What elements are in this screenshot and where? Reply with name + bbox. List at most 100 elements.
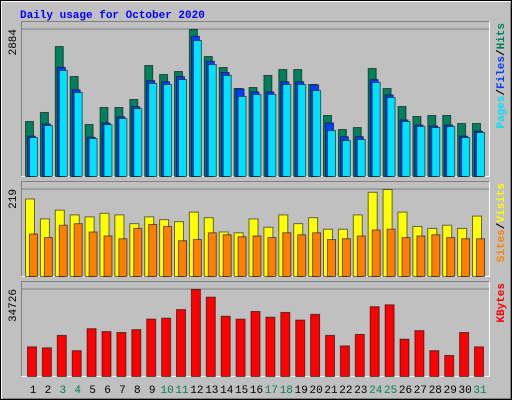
legend: KBytes — [496, 283, 508, 323]
bar — [416, 235, 426, 277]
x-tick-label: 6 — [104, 385, 111, 397]
bar — [178, 240, 187, 278]
bar — [386, 96, 396, 177]
bar — [41, 347, 52, 377]
bar — [118, 238, 128, 277]
x-tick-label: 8 — [134, 385, 141, 397]
bar — [43, 237, 53, 278]
bar — [103, 124, 113, 178]
bar — [103, 235, 113, 277]
bar — [73, 92, 83, 177]
x-tick-label: 11 — [175, 385, 189, 397]
legend-entry: KBytes — [496, 283, 508, 323]
bar — [146, 318, 157, 378]
bar — [474, 346, 484, 377]
bar — [431, 234, 441, 278]
plot-bevel-dark — [21, 281, 490, 377]
bar — [327, 239, 336, 277]
bar — [29, 233, 38, 277]
legend-entry: Files — [496, 56, 508, 89]
bar — [476, 238, 485, 277]
bar — [250, 310, 261, 377]
bar — [252, 235, 262, 277]
bar — [222, 74, 232, 177]
x-tick-label: 10 — [160, 385, 173, 397]
plot-bevel-dark — [21, 21, 490, 177]
bar — [459, 332, 470, 377]
bar — [237, 236, 247, 277]
bar — [71, 350, 82, 378]
bar — [267, 93, 277, 177]
x-tick-label: 16 — [250, 385, 263, 397]
x-tick-label: 19 — [295, 385, 308, 397]
bar — [267, 237, 277, 278]
y-tick-label: 219 — [8, 189, 20, 209]
bar — [161, 317, 172, 378]
bar — [222, 234, 232, 278]
bar — [192, 239, 202, 277]
bar — [461, 137, 471, 177]
bar — [73, 223, 83, 277]
bar — [192, 40, 202, 178]
bar — [252, 93, 262, 177]
bar — [88, 231, 98, 277]
legend: Pages/Files/Hits — [496, 23, 508, 129]
legend-separator: / — [496, 89, 508, 96]
bar — [327, 130, 336, 178]
x-tick-label: 1 — [30, 385, 37, 397]
bar — [399, 338, 410, 378]
bar — [341, 140, 351, 177]
x-tick-label: 22 — [339, 385, 352, 397]
legend-entry: Hits — [496, 23, 508, 49]
bar — [176, 309, 186, 377]
bar — [280, 311, 291, 377]
x-tick-label: 29 — [444, 385, 457, 397]
x-tick-label: 24 — [369, 385, 383, 397]
x-tick-label: 13 — [205, 385, 218, 397]
bar — [416, 125, 426, 177]
bar — [131, 329, 142, 378]
x-tick-label: 21 — [324, 385, 338, 397]
bar — [282, 232, 292, 278]
bar — [325, 334, 335, 377]
x-tick-label: 26 — [399, 385, 412, 397]
bar — [88, 137, 98, 177]
bar — [178, 79, 187, 177]
x-tick-label: 25 — [384, 385, 397, 397]
bar — [207, 64, 217, 177]
bar — [163, 225, 173, 277]
bar — [133, 108, 143, 177]
bar — [295, 319, 306, 378]
bar — [401, 121, 411, 177]
x-tick-label: 9 — [149, 385, 156, 397]
bar — [56, 334, 67, 377]
bar — [414, 330, 425, 378]
bar — [86, 328, 97, 378]
bar — [461, 238, 471, 277]
bar — [371, 82, 381, 177]
bar — [341, 238, 351, 277]
bar — [116, 332, 127, 377]
bar — [446, 237, 456, 278]
bar — [429, 350, 440, 378]
bar — [190, 289, 201, 377]
bar — [312, 232, 322, 278]
x-tick-label: 20 — [309, 385, 322, 397]
bar — [354, 333, 365, 377]
x-tick-label: 5 — [89, 385, 96, 397]
bar — [101, 331, 112, 378]
bar — [431, 127, 441, 177]
bar — [58, 69, 68, 177]
chart-title: Daily usage for October 2020 — [20, 10, 205, 22]
bar — [265, 316, 276, 378]
bar — [58, 224, 68, 277]
x-tick-label: 15 — [235, 385, 248, 397]
bar — [29, 137, 38, 177]
x-tick-label: 23 — [354, 385, 367, 397]
x-tick-label: 30 — [458, 385, 471, 397]
bar — [446, 125, 456, 177]
x-tick-label: 31 — [473, 385, 487, 397]
y-tick-label: 2884 — [8, 29, 20, 56]
